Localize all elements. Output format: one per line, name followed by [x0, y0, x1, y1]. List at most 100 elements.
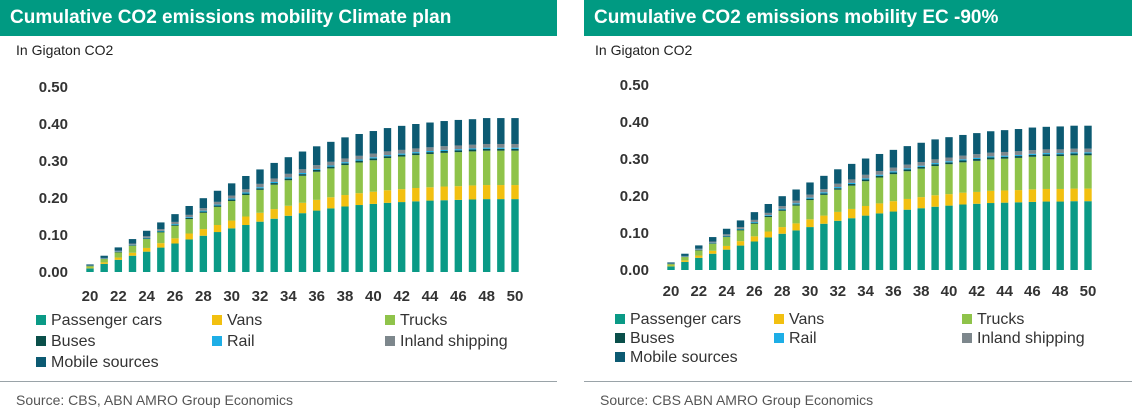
x-tick-label: 28	[195, 288, 212, 305]
bar-segment-buses-34	[861, 179, 870, 182]
bar-segment-mobile-sources-36	[889, 149, 898, 168]
chart-panel-climate-plan: Cumulative CO2 emissions mobility Climat…	[0, 0, 557, 414]
bar-segment-inland-shipping-42	[973, 154, 981, 158]
legend-item-inland-shipping: Inland shipping	[962, 329, 1085, 349]
bar-segment-passenger-cars-35	[298, 213, 307, 272]
bar-segment-rail-32	[256, 187, 264, 189]
bar-segment-mobile-sources-24	[142, 230, 151, 237]
legend-item-buses: Buses	[615, 329, 674, 349]
x-tick-label: 30	[223, 288, 240, 305]
bar-segment-trucks-45	[440, 152, 448, 187]
bar-segment-vans-47	[468, 185, 477, 200]
bar-segment-buses-35	[298, 174, 307, 176]
chart-title: Cumulative CO2 emissions mobility Climat…	[0, 0, 557, 36]
bar-segment-mobile-sources-45	[1014, 129, 1023, 152]
bar-segment-vans-36	[312, 199, 321, 211]
legend-swatch-passenger-cars	[36, 314, 46, 325]
bar-segment-mobile-sources-44	[426, 122, 434, 148]
bar-segment-rail-48	[1056, 153, 1064, 155]
bar-segment-trucks-47	[1042, 156, 1050, 189]
bar-segment-rail-37	[327, 165, 335, 167]
bar-segment-rail-33	[848, 182, 856, 185]
bar-segment-rail-35	[298, 172, 307, 175]
bar-segment-mobile-sources-32	[256, 169, 264, 184]
bar-segment-inland-shipping-47	[468, 144, 477, 149]
bar-segment-buses-45	[440, 151, 448, 153]
bar-segment-trucks-39	[931, 166, 939, 196]
legend-item-inland-shipping: Inland shipping	[385, 332, 508, 352]
legend-item-vans: Vans	[212, 311, 262, 331]
bar-segment-vans-31	[820, 215, 828, 224]
x-tick-label: 22	[690, 283, 707, 300]
bar-segment-trucks-20	[667, 264, 675, 266]
bar-segment-buses-37	[327, 166, 335, 169]
bar-segment-passenger-cars-47	[468, 199, 477, 272]
bar-segment-passenger-cars-41	[959, 204, 967, 270]
bar-segment-trucks-50	[1084, 155, 1092, 189]
bar-segment-mobile-sources-26	[171, 214, 179, 222]
bar-segment-passenger-cars-20	[667, 266, 675, 270]
bar-segment-trucks-20	[86, 266, 94, 268]
bar-segment-vans-38	[917, 197, 925, 209]
bar-segment-vans-36	[889, 201, 898, 212]
bar-segment-rail-30	[227, 198, 236, 200]
bar-segment-rail-44	[1000, 155, 1009, 157]
bar-segment-vans-47	[1042, 188, 1050, 202]
bar-segment-vans-37	[903, 198, 911, 210]
bar-segment-inland-shipping-38	[917, 162, 925, 166]
bar-segment-vans-27	[764, 231, 772, 238]
bar-segment-buses-40	[945, 162, 953, 165]
x-tick-label: 30	[802, 283, 819, 300]
bar-segment-mobile-sources-39	[355, 133, 363, 156]
bar-segment-rail-46	[454, 149, 463, 151]
bar-segment-passenger-cars-28	[778, 233, 786, 270]
bar-segment-buses-26	[750, 222, 759, 224]
legend-label-passenger-cars: Passenger cars	[51, 312, 163, 329]
bar-segment-buses-40	[369, 158, 378, 161]
bar-segment-inland-shipping-49	[1070, 148, 1078, 153]
bar-segment-mobile-sources-23	[709, 237, 717, 242]
bar-segment-mobile-sources-25	[157, 222, 165, 230]
legend-label-rail: Rail	[227, 333, 255, 350]
bar-segment-buses-49	[1070, 153, 1078, 156]
chart-title: Cumulative CO2 emissions mobility EC -90…	[584, 0, 1132, 36]
bar-segment-buses-38	[917, 166, 925, 169]
bar-segment-mobile-sources-34	[284, 157, 293, 174]
bar-segment-passenger-cars-24	[142, 251, 151, 272]
bar-segment-buses-32	[834, 188, 842, 190]
y-tick-label: 0.40	[620, 114, 649, 131]
bar-segment-inland-shipping-45	[1014, 151, 1023, 155]
x-tick-label: 28	[774, 283, 791, 300]
bar-segment-rail-50	[511, 147, 519, 149]
bar-segment-inland-shipping-22	[695, 248, 703, 250]
bar-segment-rail-25	[157, 230, 165, 232]
bar-segment-passenger-cars-27	[185, 239, 193, 272]
bar-segment-trucks-29	[213, 206, 222, 226]
bar-segment-mobile-sources-25	[736, 220, 745, 228]
bar-segment-vans-23	[128, 252, 137, 256]
bar-segment-buses-25	[736, 229, 745, 231]
bar-segment-inland-shipping-25	[736, 227, 745, 229]
bar-segment-passenger-cars-41	[383, 202, 392, 272]
bar-segment-trucks-25	[157, 232, 165, 244]
bar-segment-passenger-cars-24	[722, 249, 731, 270]
bar-segment-inland-shipping-49	[497, 143, 505, 148]
bar-segment-rail-39	[355, 159, 363, 161]
bar-segment-rail-31	[820, 192, 828, 194]
bar-segment-inland-shipping-37	[327, 161, 335, 166]
bar-segment-buses-28	[199, 211, 208, 213]
legend-item-buses: Buses	[36, 332, 95, 352]
bar-segment-inland-shipping-45	[440, 146, 448, 150]
bar-segment-trucks-37	[327, 168, 335, 198]
bar-segment-trucks-26	[171, 225, 179, 239]
bar-segment-rail-46	[1028, 153, 1037, 155]
bar-segment-vans-39	[931, 195, 939, 207]
bar-segment-buses-41	[959, 160, 967, 163]
bar-segment-passenger-cars-48	[482, 199, 491, 272]
bar-segment-vans-40	[369, 191, 378, 204]
bar-segment-mobile-sources-48	[1056, 126, 1064, 150]
source-note: Source: CBS, ABN AMRO Group Economics	[16, 392, 293, 408]
y-axis-unit-label: In Gigaton CO2	[595, 42, 693, 58]
bar-segment-inland-shipping-22	[114, 250, 123, 252]
bar-segment-passenger-cars-45	[440, 200, 448, 272]
